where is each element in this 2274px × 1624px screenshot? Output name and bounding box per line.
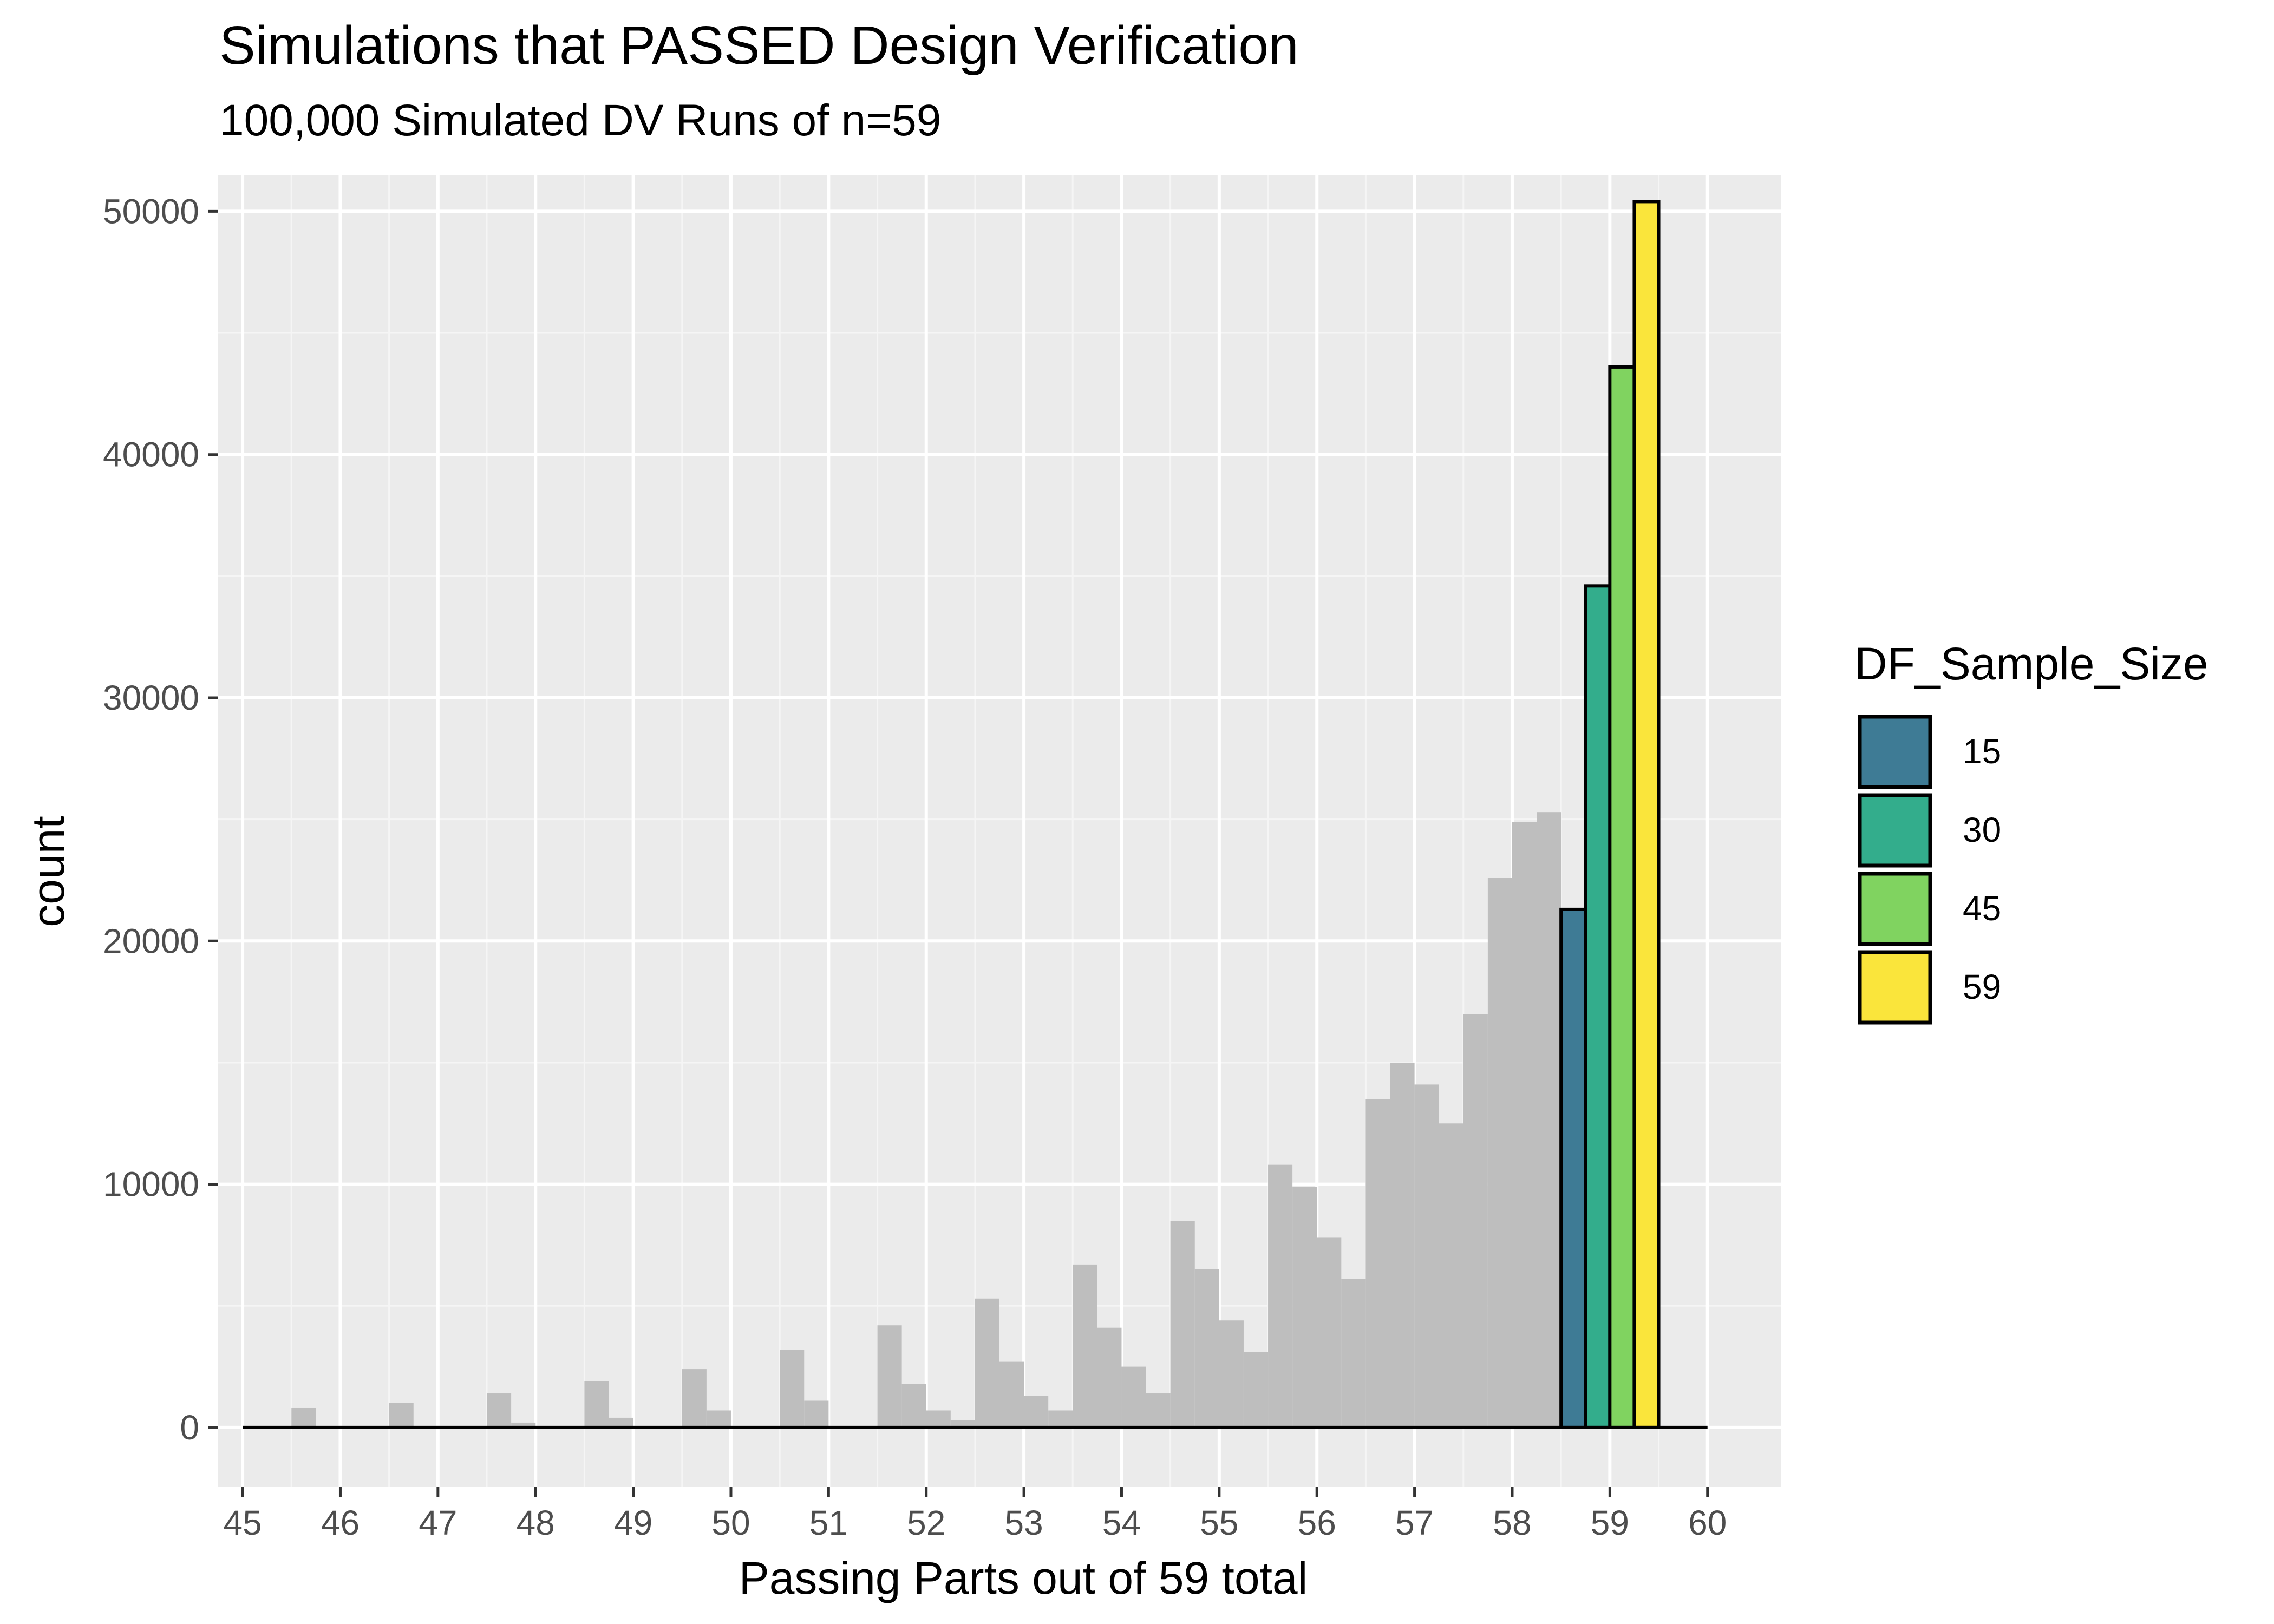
x-tick-label: 47 — [419, 1503, 457, 1542]
legend-label-30: 30 — [1963, 810, 2001, 849]
background-bar — [1097, 1327, 1122, 1427]
background-bar — [804, 1400, 829, 1427]
legend-swatch-30 — [1858, 793, 1932, 868]
background-bar — [487, 1393, 512, 1427]
x-tick-label: 49 — [614, 1503, 652, 1542]
legend-label-45: 45 — [1963, 889, 2001, 928]
background-bar — [511, 1422, 536, 1427]
x-tick-label: 48 — [517, 1503, 555, 1542]
y-tick-label: 40000 — [103, 435, 199, 474]
background-bar — [1292, 1187, 1317, 1427]
background-bar — [1243, 1352, 1269, 1427]
x-tick-label: 60 — [1688, 1503, 1727, 1542]
y-tick-label: 0 — [180, 1408, 199, 1447]
background-bar — [682, 1369, 707, 1427]
background-bar — [1512, 822, 1537, 1427]
chart-title: Simulations that PASSED Design Verificat… — [219, 15, 1299, 76]
x-axis-label: Passing Parts out of 59 total — [739, 1553, 1308, 1603]
legend: DF_Sample_Size 15 30 45 59 — [1854, 638, 2208, 1025]
y-tick-label: 10000 — [103, 1165, 199, 1204]
x-tick-label: 54 — [1102, 1503, 1141, 1542]
background-bar — [1317, 1237, 1342, 1427]
x-tick-label: 56 — [1298, 1503, 1336, 1542]
legend-title: DF_Sample_Size — [1854, 638, 2208, 689]
background-bar — [1439, 1123, 1463, 1427]
legend-label-15: 15 — [1963, 732, 2001, 771]
x-tick-label: 57 — [1395, 1503, 1434, 1542]
x-tick-label: 46 — [321, 1503, 360, 1542]
background-bar — [1170, 1221, 1195, 1427]
background-bar — [1194, 1269, 1219, 1427]
background-bar — [584, 1381, 609, 1427]
background-bar — [291, 1407, 316, 1427]
background-bar — [950, 1420, 975, 1427]
background-bar — [780, 1350, 805, 1427]
background-bar — [1219, 1320, 1244, 1427]
background-bar — [975, 1298, 999, 1427]
background-bar — [926, 1410, 951, 1427]
background-bar — [1365, 1099, 1390, 1427]
y-axis-label: count — [23, 816, 74, 927]
background-bar — [389, 1403, 414, 1427]
legend-label-59: 59 — [1963, 967, 2001, 1006]
background-bar — [1487, 878, 1512, 1427]
background-bar — [1121, 1366, 1146, 1427]
x-tick-label: 55 — [1200, 1503, 1238, 1542]
x-tick-label: 58 — [1493, 1503, 1531, 1542]
background-bar — [1048, 1410, 1073, 1427]
background-bar — [901, 1384, 926, 1427]
x-tick-label: 52 — [907, 1503, 945, 1542]
background-bar — [1146, 1393, 1171, 1427]
highlight-bar-45 — [1608, 365, 1636, 1429]
highlight-bar-30 — [1584, 584, 1612, 1429]
background-bar — [1390, 1062, 1415, 1427]
legend-swatch-45 — [1858, 872, 1932, 946]
x-tick-label: 45 — [224, 1503, 262, 1542]
background-bar — [1537, 812, 1561, 1427]
x-tick-label: 59 — [1591, 1503, 1629, 1542]
highlight-bar-59 — [1632, 200, 1661, 1429]
chart-subtitle: 100,000 Simulated DV Runs of n=59 — [219, 96, 941, 145]
bar-series — [243, 200, 1708, 1429]
background-bar — [1463, 1014, 1488, 1427]
y-tick-label: 30000 — [103, 678, 199, 717]
legend-swatch-15 — [1858, 715, 1932, 789]
background-bar — [1268, 1164, 1293, 1427]
legend-swatch-59 — [1858, 950, 1932, 1025]
background-bar — [1414, 1084, 1439, 1427]
background-bar — [1341, 1279, 1366, 1427]
x-tick-label: 51 — [809, 1503, 848, 1542]
x-tick-label: 50 — [711, 1503, 750, 1542]
y-tick-label: 20000 — [103, 921, 199, 960]
background-bar — [877, 1325, 902, 1427]
axes: 45 46 47 48 49 50 51 52 53 54 55 56 57 58 59 60 0 10000 20… — [103, 192, 1727, 1542]
background-bar — [609, 1417, 633, 1427]
background-bar — [999, 1361, 1024, 1427]
background-bar — [1073, 1264, 1097, 1427]
y-tick-label: 50000 — [103, 192, 199, 231]
x-tick-label: 53 — [1005, 1503, 1043, 1542]
background-bar — [1024, 1396, 1049, 1427]
highlight-bar-15 — [1559, 907, 1587, 1429]
background-bar — [706, 1410, 731, 1427]
